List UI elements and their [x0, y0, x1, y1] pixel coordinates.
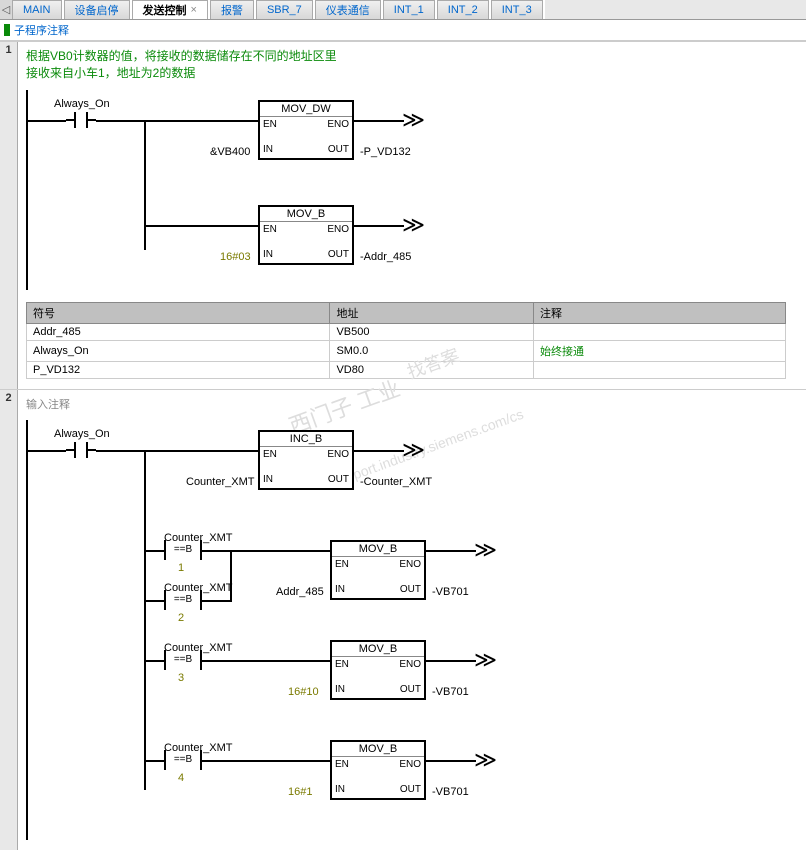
network-number: 2 [0, 390, 18, 850]
section-mark [4, 24, 10, 36]
compare-box: ==B [164, 650, 202, 670]
cmp-value: 4 [178, 772, 184, 784]
contact-label: Always_On [54, 428, 110, 440]
instruction-mov-b: MOV_B ENENO INOUT [330, 640, 426, 700]
arrow-icon: ≫ [474, 539, 497, 561]
arrow-icon: ≫ [474, 749, 497, 771]
arrow-icon: ≫ [474, 649, 497, 671]
arrow-icon: ≫ [402, 214, 425, 236]
param-in: 16#1 [288, 786, 312, 798]
tab-报警[interactable]: 报警 [210, 0, 254, 19]
compare-box: ==B [164, 540, 202, 560]
param-out: -VB701 [432, 586, 469, 598]
instruction-mov-dw: MOV_DW ENENO INOUT [258, 100, 354, 160]
table-header: 注释 [533, 302, 785, 323]
param-in: 16#10 [288, 686, 319, 698]
tab-MAIN[interactable]: MAIN [12, 0, 62, 19]
compare-box: ==B [164, 750, 202, 770]
network-2: 2 输入注释 西门子 工业 support.industry.siemens.c… [0, 389, 806, 850]
param-out: -VB701 [432, 686, 469, 698]
param-in: Counter_XMT [186, 476, 254, 488]
instruction-mov-b: MOV_B ENENO INOUT [330, 540, 426, 600]
section-header: 子程序注释 [0, 20, 806, 41]
param-out: -P_VD132 [360, 146, 411, 158]
param-in: 16#03 [220, 251, 251, 263]
ladder-2: 西门子 工业 support.industry.siemens.com/cs A… [26, 420, 798, 840]
tab-bar: ◁ MAIN设备启停发送控制×报警SBR_7仪表通信INT_1INT_2INT_… [0, 0, 806, 20]
cmp-value: 1 [178, 562, 184, 574]
tab-设备启停[interactable]: 设备启停 [64, 0, 130, 19]
instruction-mov-b: MOV_B ENENO INOUT [258, 205, 354, 265]
network-1: 1 根据VB0计数器的值，将接收的数据储存在不同的地址区里 接收来自小车1，地址… [0, 41, 806, 389]
tab-INT_1[interactable]: INT_1 [383, 0, 435, 19]
param-out: -Counter_XMT [360, 476, 432, 488]
param-in: Addr_485 [276, 586, 324, 598]
cmp-value: 2 [178, 612, 184, 624]
table-row: P_VD132VD80 [27, 361, 786, 378]
tab-SBR_7[interactable]: SBR_7 [256, 0, 313, 19]
tab-INT_3[interactable]: INT_3 [491, 0, 543, 19]
instruction-inc-b: INC_B ENENO INOUT [258, 430, 354, 490]
contact-label: Always_On [54, 98, 110, 110]
ladder-1: 找答案 Always_On MOV_DW ENENO INOUT &VB400 … [26, 90, 798, 290]
cmp-value: 3 [178, 672, 184, 684]
tab-发送控制[interactable]: 发送控制× [132, 0, 208, 19]
param-out: -VB701 [432, 786, 469, 798]
table-header: 符号 [27, 302, 330, 323]
network-comment: 输入注释 [26, 396, 798, 412]
contact-no [66, 442, 96, 458]
network-comment: 根据VB0计数器的值，将接收的数据储存在不同的地址区里 接收来自小车1，地址为2… [26, 48, 798, 82]
network-number: 1 [0, 42, 18, 389]
arrow-icon: ≫ [402, 109, 425, 131]
contact-no [66, 112, 96, 128]
param-in: &VB400 [210, 146, 250, 158]
tab-INT_2[interactable]: INT_2 [437, 0, 489, 19]
instruction-mov-b: MOV_B ENENO INOUT [330, 740, 426, 800]
tab-仪表通信[interactable]: 仪表通信 [315, 0, 381, 19]
symbol-table: 符号地址注释 Addr_485VB500Always_OnSM0.0始终接通P_… [26, 302, 786, 379]
section-title: 子程序注释 [14, 22, 69, 38]
tab-nav-left[interactable]: ◁ [0, 0, 12, 19]
param-out: -Addr_485 [360, 251, 411, 263]
table-row: Always_OnSM0.0始终接通 [27, 340, 786, 361]
arrow-icon: ≫ [402, 439, 425, 461]
compare-box: ==B [164, 590, 202, 610]
close-icon[interactable]: × [191, 4, 197, 16]
table-header: 地址 [330, 302, 534, 323]
table-row: Addr_485VB500 [27, 323, 786, 340]
